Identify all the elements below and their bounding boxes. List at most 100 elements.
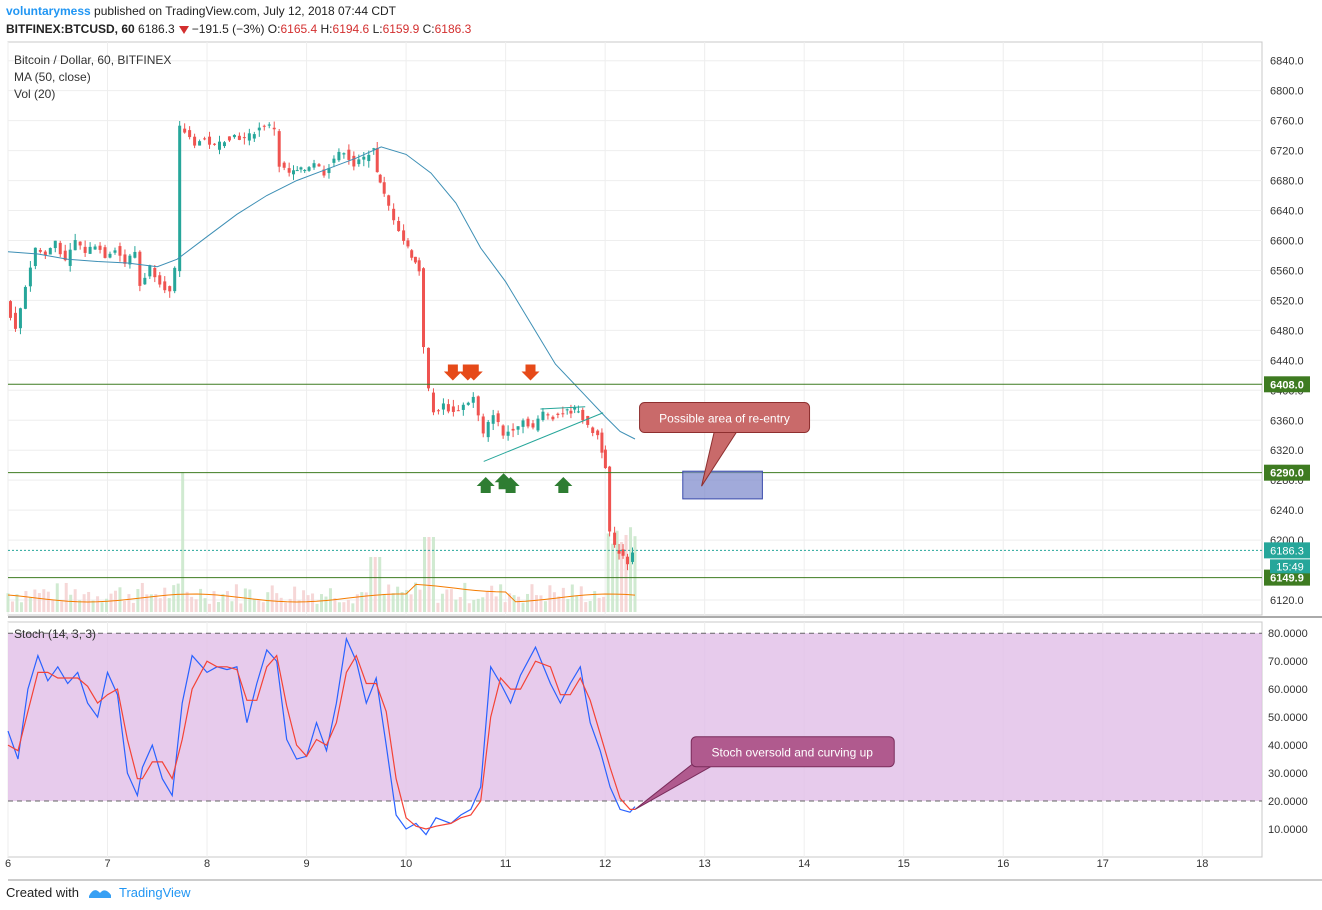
candle-body (561, 413, 565, 415)
candle-body (23, 286, 27, 309)
volume-bar (118, 587, 122, 612)
volume-bar (199, 588, 203, 612)
volume-bar (333, 598, 337, 612)
candle-body (38, 250, 42, 252)
candle-body (576, 411, 580, 413)
candle-body (608, 466, 612, 532)
candle-body (342, 153, 346, 155)
candle-body (73, 240, 77, 251)
footer: Created with TradingView (6, 884, 191, 900)
candle-body (476, 396, 480, 416)
volume-bar (73, 589, 77, 612)
candle-body (347, 149, 351, 160)
volume-bar (302, 590, 306, 612)
candle-body (257, 127, 261, 131)
volume-bar (230, 601, 234, 612)
volume-bar (91, 600, 95, 612)
ohlc-bar: BITFINEX:BTCUSD, 60 6186.3 −191.5 (−3%) O… (6, 22, 471, 36)
candle-body (98, 245, 102, 250)
volume-bar (633, 536, 637, 612)
level-label-bg (1264, 376, 1310, 393)
volume-bar (355, 594, 359, 612)
x-tick-label: 7 (104, 858, 110, 870)
author-link[interactable]: voluntarymess (6, 4, 91, 18)
candle-body (232, 134, 236, 138)
volume-bar (163, 587, 167, 612)
volume-bar (190, 596, 194, 612)
x-tick-label: 9 (304, 858, 310, 870)
volume-bar (243, 588, 247, 612)
candle-body (357, 159, 361, 165)
candle-body (193, 136, 197, 146)
volume-bar (15, 594, 19, 612)
volume-bar (24, 591, 28, 612)
candle-body (118, 246, 122, 256)
level-label-bg (1264, 464, 1310, 481)
candle-body (586, 415, 590, 425)
volume-bar (423, 537, 427, 612)
candle-body (327, 168, 331, 174)
candle-body (541, 411, 545, 420)
candle-body (123, 254, 127, 264)
volume-bar (409, 594, 413, 612)
volume-bar (55, 583, 59, 612)
volume-bar (517, 596, 521, 612)
volume-bar (369, 557, 373, 612)
candle-body (252, 134, 256, 139)
candle-body (299, 167, 303, 170)
volume-bar (579, 586, 583, 612)
volume-bar (248, 589, 252, 612)
candle-body (267, 124, 271, 126)
candle-body (58, 242, 62, 255)
legend-title: Bitcoin / Dollar, 60, BITFINEX (14, 53, 171, 67)
close-value-ohlc: 6186.3 (434, 22, 472, 36)
price-tick-label: 6600.0 (1270, 235, 1304, 247)
candle-body (413, 256, 417, 263)
volume-bar (279, 597, 283, 612)
volume-bar (557, 596, 561, 612)
candle-body (551, 416, 555, 420)
triangle-trendline (483, 412, 604, 462)
candle-body (617, 550, 621, 554)
volume-bar (109, 593, 113, 612)
volume-bar (113, 590, 117, 612)
volume-bar (373, 557, 377, 612)
volume-bar (337, 602, 341, 612)
candle-body (8, 301, 12, 318)
volume-bar (311, 593, 315, 612)
candle-body (113, 250, 117, 253)
volume-bar (176, 583, 180, 612)
candle-body (227, 136, 231, 141)
volume-bar (342, 602, 346, 612)
volume-bar (252, 598, 256, 612)
x-tick-label: 10 (400, 858, 412, 870)
candle-body (603, 449, 607, 469)
candle-body (436, 410, 440, 412)
candle-body (511, 428, 515, 431)
candle-body (378, 174, 382, 183)
volume-bar (539, 595, 543, 612)
volume-bar (552, 592, 556, 612)
open-value: 6165.4 (280, 22, 318, 36)
tradingview-brand[interactable]: TradingView (118, 884, 191, 900)
x-tick-label: 18 (1196, 858, 1208, 870)
volume-bar (100, 602, 104, 612)
open-label: O: (267, 22, 281, 36)
stoch-tick-label: 80.0000 (1268, 628, 1308, 640)
price-tick-label: 6640.0 (1270, 206, 1304, 218)
candle-body (13, 312, 17, 329)
reentry-box (682, 470, 763, 500)
volume-bar (216, 602, 220, 612)
candle-body (367, 154, 371, 162)
volume-bar (602, 596, 606, 612)
candle-body (78, 241, 82, 246)
candle-body (501, 425, 505, 436)
candle-body (133, 251, 137, 258)
candle-body (33, 247, 37, 267)
volume-bar (131, 602, 135, 612)
volume-bar (593, 591, 597, 612)
low-label: L: (372, 22, 383, 36)
volume-bar (297, 600, 301, 612)
candle-body (48, 248, 52, 255)
